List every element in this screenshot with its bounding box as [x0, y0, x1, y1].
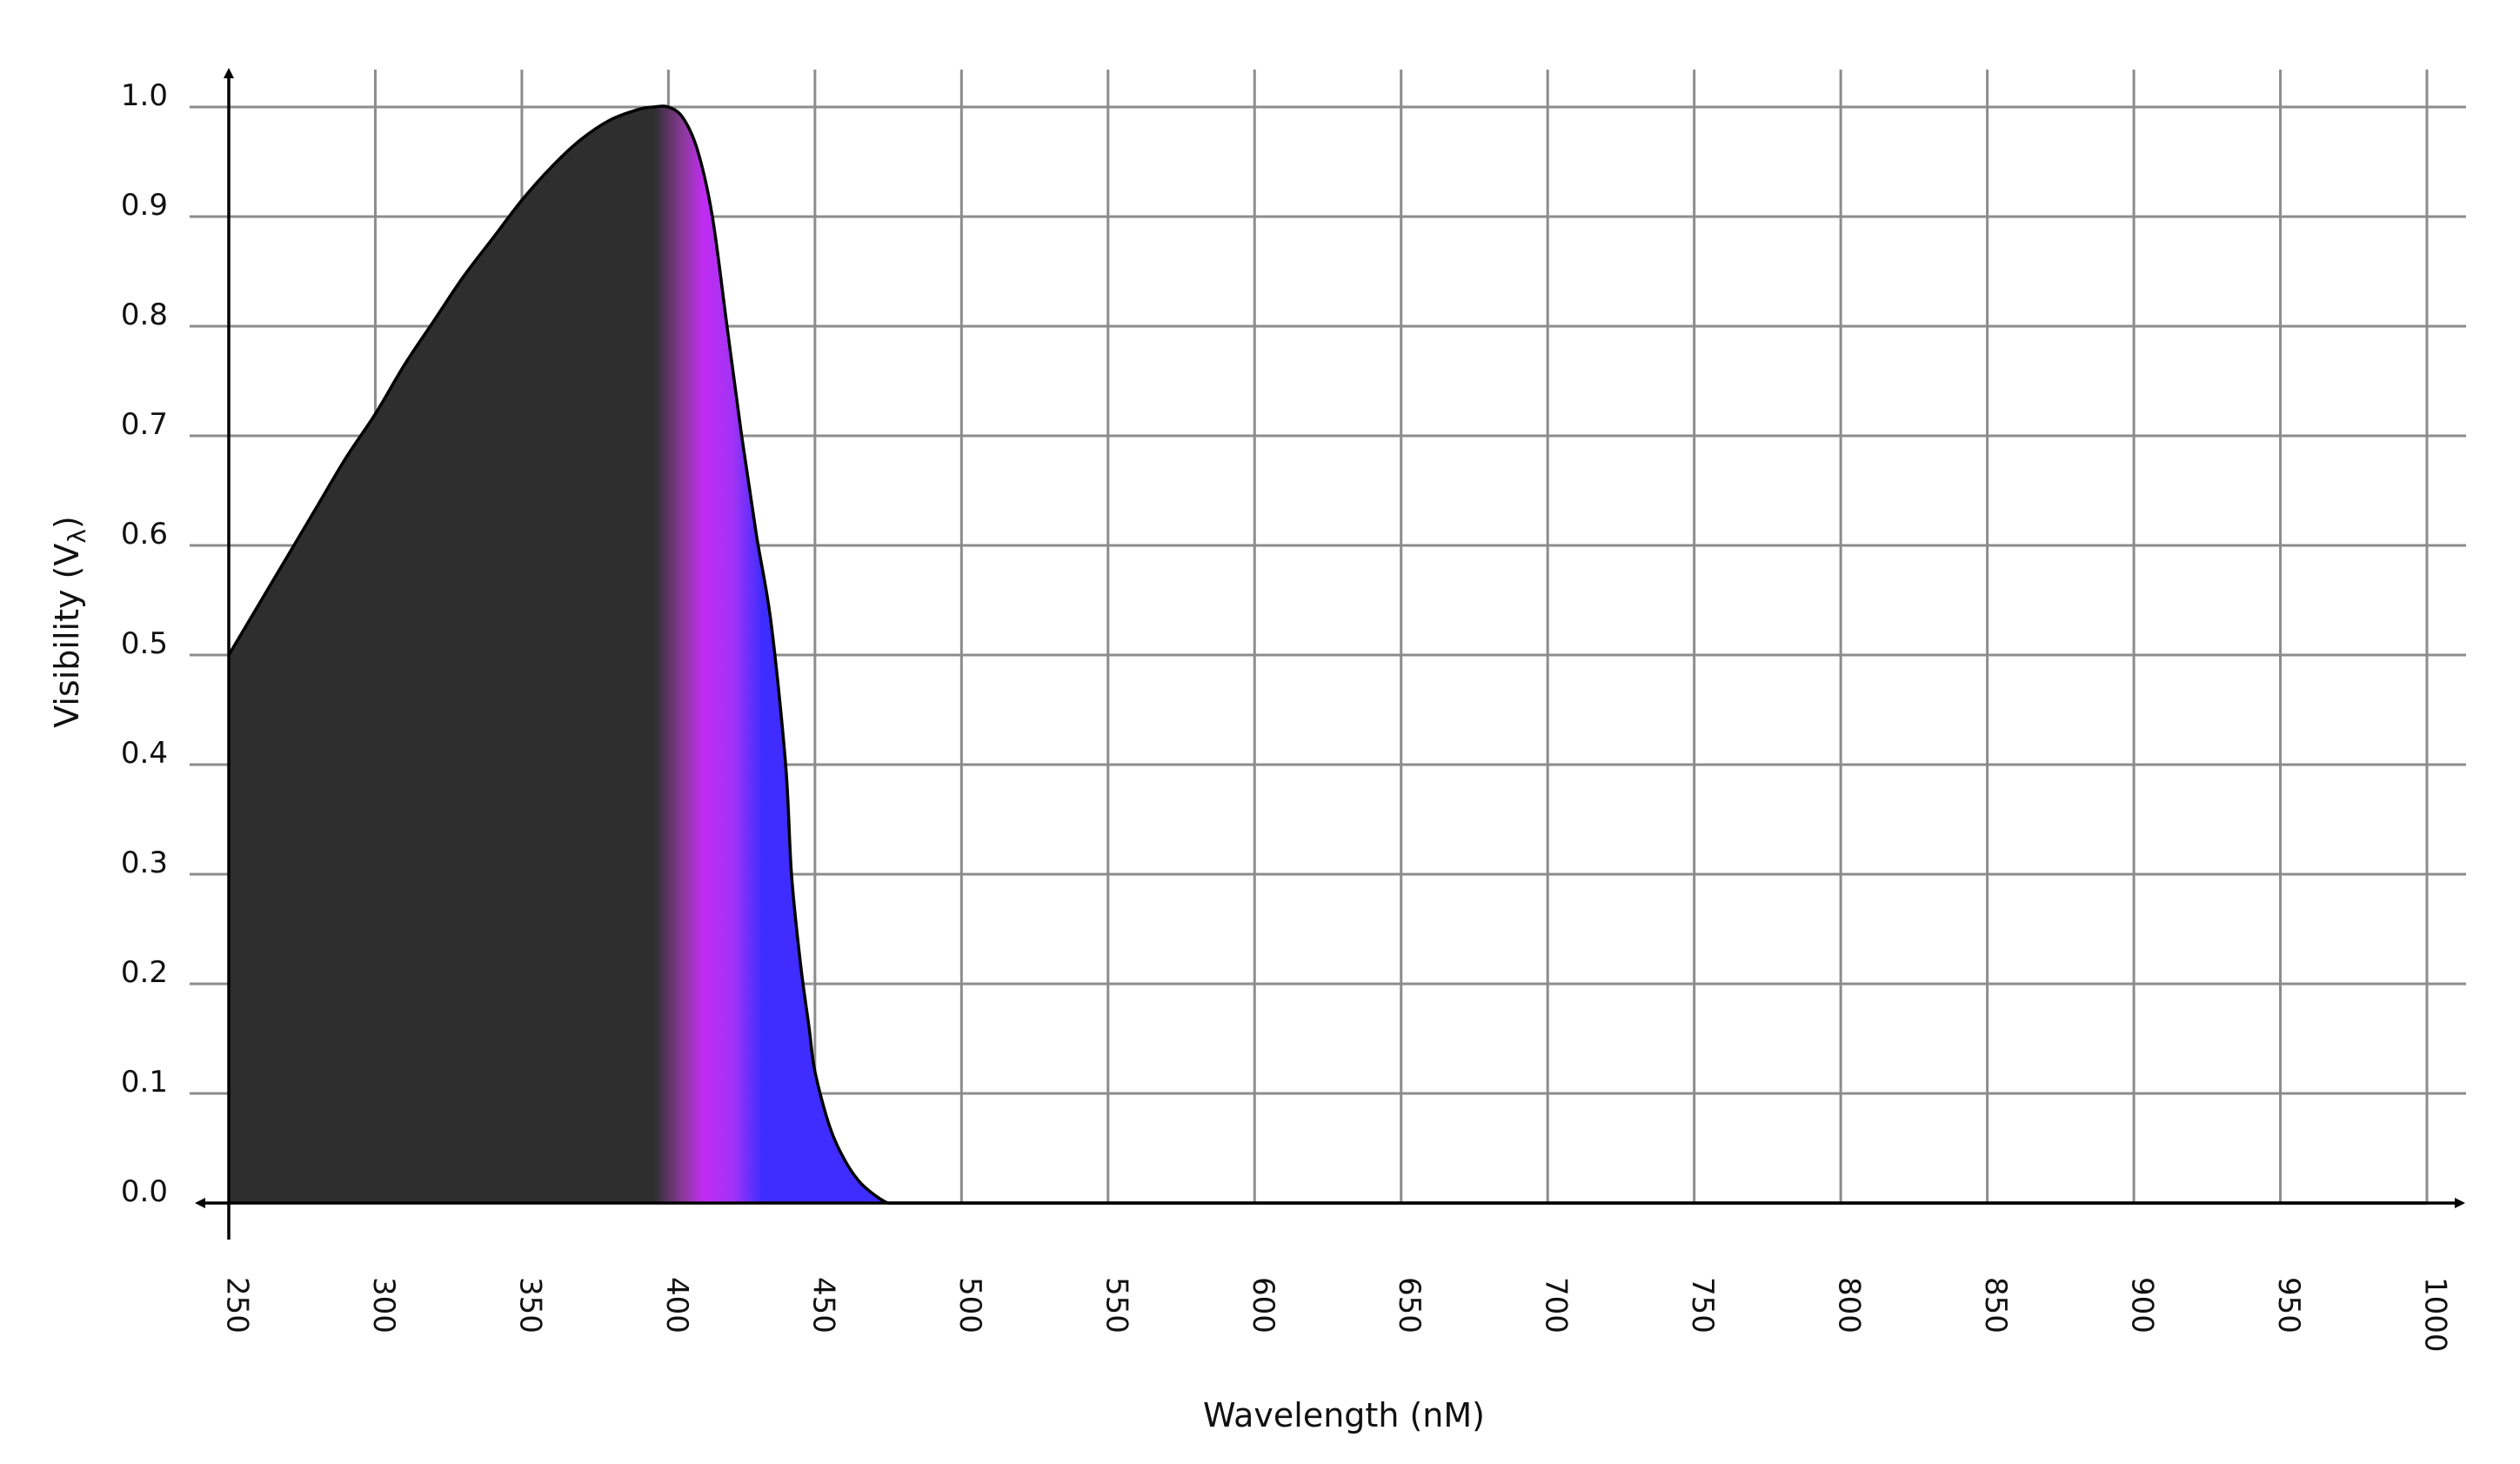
visibility-area [229, 105, 2427, 1203]
x-tick-label: 500 [953, 1277, 987, 1334]
y-tick-label: 1.0 [121, 78, 168, 113]
x-tick-label: 600 [1246, 1277, 1280, 1334]
x-tick-label: 300 [366, 1277, 401, 1334]
x-tick-label: 1000 [2418, 1277, 2453, 1353]
y-tick-label: 0.6 [121, 517, 168, 552]
x-tick-label: 950 [2271, 1277, 2306, 1334]
y-tick-label: 0.1 [121, 1065, 168, 1100]
x-tick-labels: 250 300 350 400 450 500 550 600 650 700 750 800 850 9… [220, 1277, 2453, 1353]
y-tick-label: 0.0 [121, 1174, 168, 1209]
x-tick-label: 800 [1832, 1277, 1867, 1334]
grid [190, 70, 2466, 1203]
y-tick-label: 0.4 [121, 736, 168, 771]
x-axis-label: Wavelength (nM) [1203, 1396, 1485, 1434]
x-tick-label: 250 [220, 1277, 255, 1334]
y-tick-label: 0.2 [121, 955, 168, 990]
x-tick-label: 400 [659, 1277, 694, 1334]
y-tick-label: 0.7 [121, 407, 168, 442]
y-tick-label: 0.9 [121, 188, 168, 223]
y-tick-label: 0.5 [121, 626, 168, 661]
x-tick-label: 700 [1539, 1277, 1574, 1334]
x-axis-left-arrow [195, 1198, 205, 1208]
y-tick-label: 0.8 [121, 297, 168, 332]
y-axis-label-subscript: λ [63, 529, 91, 544]
x-tick-label: 850 [1978, 1277, 2013, 1334]
x-tick-label: 450 [805, 1277, 840, 1334]
x-tick-label: 750 [1685, 1277, 1720, 1334]
y-tick-label: 0.3 [121, 846, 168, 880]
x-tick-label: 350 [512, 1277, 547, 1334]
y-axis-label-main: Visibility (V [48, 544, 86, 728]
x-tick-label: 900 [2125, 1277, 2160, 1334]
y-axis-label-close: ) [48, 516, 86, 529]
x-tick-label: 650 [1392, 1277, 1427, 1334]
x-tick-label: 550 [1099, 1277, 1133, 1334]
axes [195, 68, 2465, 1240]
y-axis-label: Visibility (Vλ) [48, 516, 91, 728]
y-tick-labels: 0.0 0.1 0.2 0.3 0.4 0.5 0.6 0.7 0.8 0.9 1.0 [121, 78, 168, 1209]
